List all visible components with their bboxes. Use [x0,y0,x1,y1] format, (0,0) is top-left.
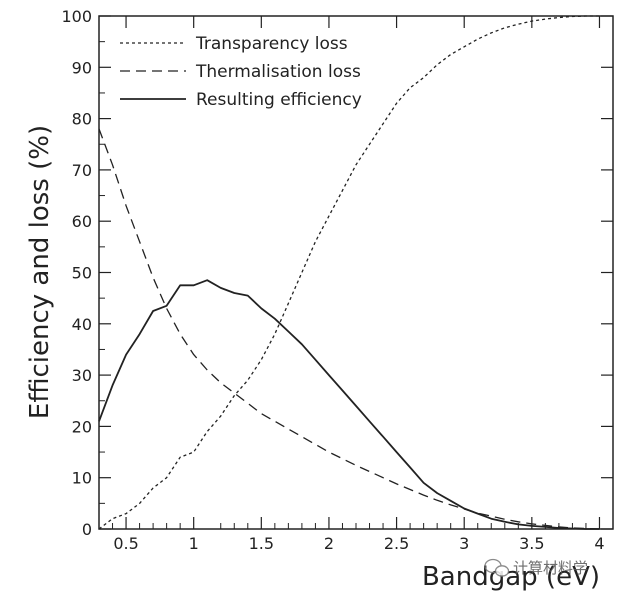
y-tick-label: 20 [72,417,92,436]
y-tick-label: 60 [72,212,92,231]
x-tick-label: 2 [324,534,334,553]
series-line-1 [98,128,600,530]
x-tick-label: 1 [189,534,199,553]
y-tick-label: 70 [72,161,92,180]
watermark-text: 计算材料学 [513,559,588,577]
legend-label-1: Thermalisation loss [195,62,361,82]
wechat-bubble-icon [484,558,510,577]
x-tick-label: 3 [459,534,469,553]
x-axis: 0.5 1 1.5 2 2.5 3 3.5 4 [112,16,614,553]
y-axis-title: Efficiency and loss (%) [25,125,55,419]
watermark: 计算材料学 [484,558,588,577]
legend: Transparency loss Thermalisation loss Resu… [120,34,362,110]
x-tick-label: 2.5 [384,534,409,553]
series-layer [98,15,600,530]
y-tick-label: 100 [61,7,92,26]
legend-label-2: Resulting efficiency [196,90,362,110]
x-tick-label: 3.5 [519,534,544,553]
y-tick-label: 50 [72,264,92,283]
x-tick-label: 4 [594,534,604,553]
y-tick-label: 0 [82,520,92,539]
y-tick-label: 90 [72,58,92,77]
x-axis-title: Bandgap (eV) [422,562,600,592]
x-tick-label: 1.5 [249,534,274,553]
x-tick-label: 0.5 [113,534,138,553]
y-tick-label: 30 [72,366,92,385]
legend-label-0: Transparency loss [195,34,348,54]
y-tick-label: 80 [72,110,92,129]
y-axis: 0 10 20 30 40 50 60 70 80 90 100 [61,7,613,539]
y-tick-label: 40 [72,315,92,334]
series-line-2 [98,279,600,530]
y-tick-label: 10 [72,469,92,488]
